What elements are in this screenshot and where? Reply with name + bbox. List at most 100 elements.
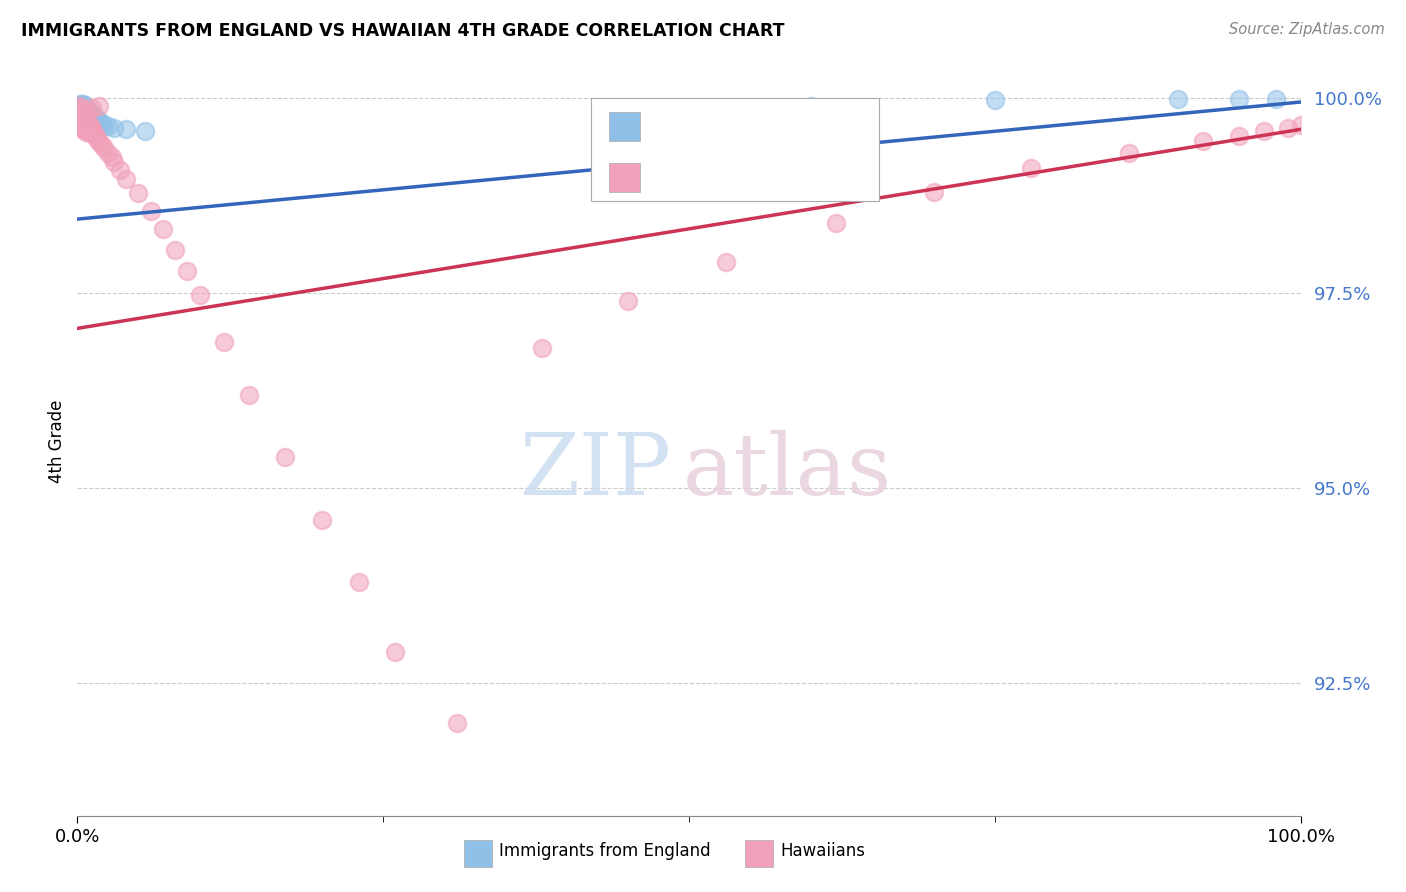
Point [79,118,101,132]
Point [82,125,104,139]
Point [617,294,640,309]
Point [82,110,104,124]
Point [152,222,174,236]
Text: 77: 77 [792,172,815,190]
Text: 47: 47 [792,120,815,138]
Point [70,99,93,113]
Point [72,110,94,124]
Point [1229,128,1251,143]
Point [75,103,97,117]
Point [1191,134,1213,148]
Point [1021,161,1043,176]
Point [80,106,103,120]
Point [72,108,94,122]
Text: R =: R = [648,172,685,190]
Point [77,103,100,118]
Point [77,103,100,118]
Point [70,102,93,116]
Point [100,151,122,165]
Point [238,387,260,401]
Point [72,100,94,114]
Point [446,715,468,730]
Point [70,122,93,136]
Point [77,124,100,138]
Point [93,118,115,132]
Point [347,575,370,590]
Point [86,132,108,146]
Point [70,103,93,118]
Point [73,116,96,130]
Point [70,112,93,126]
Point [70,108,93,122]
Point [165,243,187,257]
Point [1229,92,1251,106]
Point [69,116,91,130]
Point [73,103,96,117]
Point [72,97,94,112]
Point [274,450,297,465]
Text: IMMIGRANTS FROM ENGLAND VS HAWAIIAN 4TH GRADE CORRELATION CHART: IMMIGRANTS FROM ENGLAND VS HAWAIIAN 4TH … [21,22,785,40]
Text: N =: N = [738,120,786,138]
Point [103,155,125,169]
Point [76,102,98,116]
Point [108,162,131,177]
Point [824,216,846,230]
Point [188,287,211,301]
Point [80,122,103,136]
Point [73,100,96,114]
Point [75,112,97,127]
Text: atlas: atlas [683,430,891,513]
Point [75,125,97,139]
Point [75,119,97,133]
Point [70,113,93,128]
Point [1118,145,1140,160]
Point [69,110,91,124]
Point [69,97,91,112]
Point [212,334,235,349]
Point [72,105,94,120]
Point [73,108,96,122]
Point [72,113,94,128]
Point [127,186,149,201]
Point [70,118,93,132]
Point [70,106,93,120]
Point [80,108,103,122]
Point [87,113,110,128]
Point [70,100,93,114]
Text: Hawaiians: Hawaiians [780,842,865,860]
Point [76,122,98,136]
Point [984,93,1007,107]
Point [76,107,98,121]
Point [70,113,93,128]
Point [70,116,93,130]
Text: N =: N = [738,172,786,190]
Point [89,114,111,128]
Point [1167,92,1189,106]
Point [531,341,554,355]
Point [72,119,94,133]
Point [80,120,103,134]
Point [311,513,333,527]
Point [176,264,198,278]
Point [90,137,112,152]
Point [77,116,100,130]
Point [72,108,94,122]
Point [75,100,97,114]
Point [67,103,90,117]
Point [89,99,111,113]
Point [134,124,156,138]
Point [84,112,107,126]
Point [75,106,97,120]
Point [69,114,91,128]
Point [70,103,93,118]
Text: Source: ZipAtlas.com: Source: ZipAtlas.com [1229,22,1385,37]
Point [75,105,97,120]
Text: R =: R = [648,120,685,138]
Point [69,119,91,133]
Point [1253,124,1275,138]
Point [103,120,125,135]
Point [115,122,138,136]
Text: Immigrants from England: Immigrants from England [499,842,711,860]
Point [80,101,103,115]
Point [70,106,93,120]
